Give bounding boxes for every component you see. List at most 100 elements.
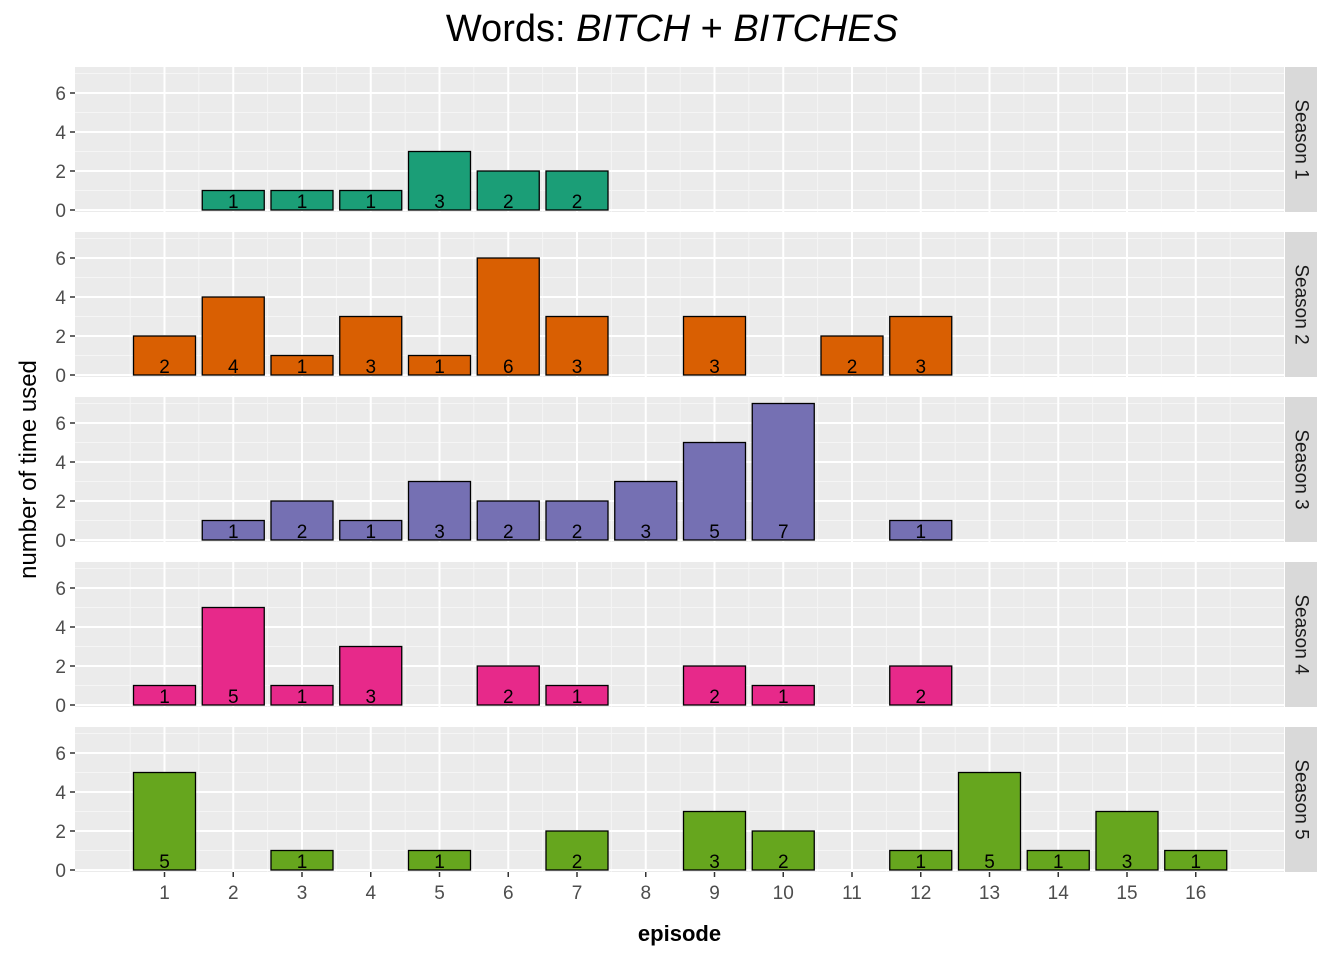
bar-value-label: 1 <box>778 687 789 708</box>
bar-value-label: 5 <box>228 687 239 708</box>
facet-strip-label: Season 2 <box>1291 264 1312 344</box>
bar <box>132 684 197 706</box>
bar-value-label: 2 <box>503 687 514 708</box>
bar <box>132 771 197 871</box>
bar-value-label: 1 <box>365 522 376 543</box>
bar-value-label: 1 <box>159 687 170 708</box>
bar <box>339 315 403 376</box>
panel-background <box>75 67 1284 212</box>
bar <box>270 684 334 706</box>
bar-value-label: 1 <box>228 192 239 213</box>
bar-value-label: 3 <box>1122 852 1133 873</box>
bar-value-label: 3 <box>434 192 445 213</box>
bar <box>270 500 334 541</box>
bar <box>545 684 609 706</box>
bar <box>476 257 540 376</box>
bar <box>751 684 815 706</box>
bar-value-label: 3 <box>640 522 651 543</box>
bar <box>407 354 472 376</box>
y-tick-label: 0 <box>55 861 66 882</box>
bar <box>407 150 472 211</box>
bar-value-label: 3 <box>434 522 445 543</box>
bar-value-label: 2 <box>847 357 858 378</box>
title-prefix: Words: <box>445 8 577 50</box>
y-tick-label: 4 <box>55 618 66 639</box>
x-tick-label: 16 <box>1185 883 1206 904</box>
x-tick-label: 13 <box>979 883 1000 904</box>
facet-strip <box>1285 397 1317 542</box>
bar-value-label: 1 <box>297 192 308 213</box>
bar <box>820 335 884 376</box>
bar-value-label: 2 <box>709 687 720 708</box>
x-tick-label: 4 <box>365 883 376 904</box>
y-tick-label: 4 <box>55 453 66 474</box>
bar <box>751 830 815 871</box>
bar <box>682 441 747 541</box>
bar <box>545 830 609 871</box>
bar-value-label: 1 <box>434 852 445 873</box>
bar <box>132 335 197 376</box>
facet-strip <box>1285 232 1317 377</box>
bar-value-label: 3 <box>709 357 720 378</box>
facet-strip <box>1285 67 1317 212</box>
facet-strip-label: Season 3 <box>1291 429 1312 509</box>
bar-value-label: 2 <box>572 852 583 873</box>
bar-value-label: 2 <box>778 852 789 873</box>
facet-strip-label: Season 4 <box>1291 594 1312 675</box>
bar-value-label: 7 <box>778 522 789 543</box>
bar <box>682 315 747 376</box>
bar <box>201 519 265 541</box>
bar-value-label: 3 <box>572 357 583 378</box>
bar <box>889 849 953 871</box>
bar-value-label: 1 <box>434 357 445 378</box>
bar <box>545 170 609 211</box>
bar <box>545 500 609 541</box>
bar-value-label: 1 <box>572 687 583 708</box>
bar-value-label: 1 <box>297 852 308 873</box>
bar-value-label: 5 <box>159 852 170 873</box>
bar <box>614 480 678 541</box>
bar-value-label: 5 <box>709 522 720 543</box>
bar-value-label: 1 <box>228 522 239 543</box>
bar-value-label: 2 <box>915 687 926 708</box>
facet-strip-label: Season 1 <box>1291 99 1312 179</box>
x-tick-label: 1 <box>159 883 170 904</box>
bar-value-label: 1 <box>365 192 376 213</box>
bar <box>682 810 747 871</box>
bar-value-label: 2 <box>503 522 514 543</box>
y-tick-label: 2 <box>55 657 66 678</box>
y-tick-label: 2 <box>55 327 66 348</box>
y-tick-label: 4 <box>55 288 66 309</box>
bar <box>476 665 540 706</box>
bar <box>682 665 747 706</box>
bar <box>339 189 403 211</box>
bar-value-label: 2 <box>572 522 583 543</box>
y-tick-label: 0 <box>55 201 66 222</box>
bar <box>1095 810 1159 871</box>
y-tick-label: 0 <box>55 696 66 717</box>
bar-value-label: 3 <box>365 357 376 378</box>
bar-value-label: 1 <box>1053 852 1064 873</box>
panel-background <box>75 727 1284 872</box>
bar-value-label: 2 <box>297 522 308 543</box>
bar <box>407 849 472 871</box>
facet-strip <box>1285 727 1317 872</box>
bar <box>270 189 334 211</box>
bar <box>957 771 1022 871</box>
x-tick-label: 9 <box>709 883 720 904</box>
bar-value-label: 2 <box>503 192 514 213</box>
bar <box>339 645 403 706</box>
bar <box>201 606 265 706</box>
bar <box>201 189 265 211</box>
y-tick-label: 6 <box>55 744 66 765</box>
y-tick-label: 0 <box>55 366 66 387</box>
bar-value-label: 4 <box>228 357 239 378</box>
bar <box>476 170 540 211</box>
y-tick-label: 6 <box>55 414 66 435</box>
y-tick-label: 4 <box>55 783 66 804</box>
bar <box>545 315 609 376</box>
x-tick-label: 7 <box>572 883 583 904</box>
facet-strip-label: Season 5 <box>1291 759 1312 839</box>
y-tick-label: 4 <box>55 123 66 144</box>
